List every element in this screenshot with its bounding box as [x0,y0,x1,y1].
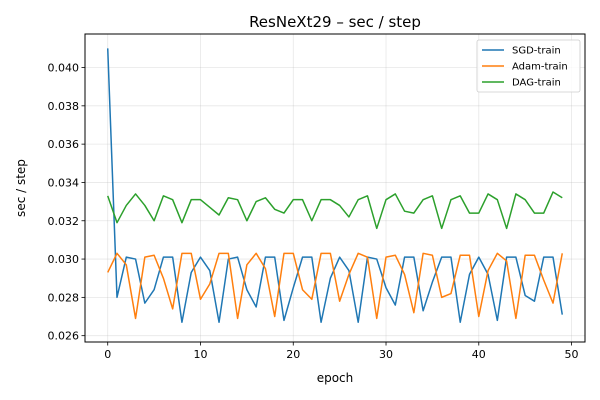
grid [85,34,585,342]
x-tick-label: 40 [472,348,486,361]
y-tick-label: 0.026 [48,330,80,343]
x-tick-label: 30 [379,348,393,361]
y-tick-label: 0.030 [48,253,80,266]
ticks: 0 10 20 30 40 50 0.026 0.028 0.030 0.032 0.034 0.03… [48,62,579,361]
y-tick-label: 0.028 [48,291,80,304]
series-line-sgd-train [106,48,564,324]
chart-title: ResNeXt29 – sec / step [249,13,421,31]
y-tick-label: 0.040 [48,62,80,75]
x-tick-label: 50 [565,348,579,361]
legend-label: SGD-train [512,46,561,57]
legend: SGD-train Adam-train DAG-train [476,39,581,93]
y-tick-label: 0.034 [48,176,80,189]
x-tick-label: 0 [104,348,111,361]
y-axis-label: sec / step [14,159,28,217]
series-group [106,48,564,324]
legend-label: DAG-train [512,78,561,89]
legend-box [476,39,581,93]
y-tick-label: 0.038 [48,100,80,113]
x-tick-label: 20 [286,348,300,361]
series-line-adam-train [107,252,564,320]
y-tick-label: 0.036 [48,138,80,151]
x-axis-label: epoch [317,371,354,385]
series-line-dag-train [107,191,563,230]
plot-frame [84,33,586,343]
legend-label: Adam-train [512,62,568,73]
x-tick-label: 10 [193,348,207,361]
y-tick-label: 0.032 [48,215,80,228]
